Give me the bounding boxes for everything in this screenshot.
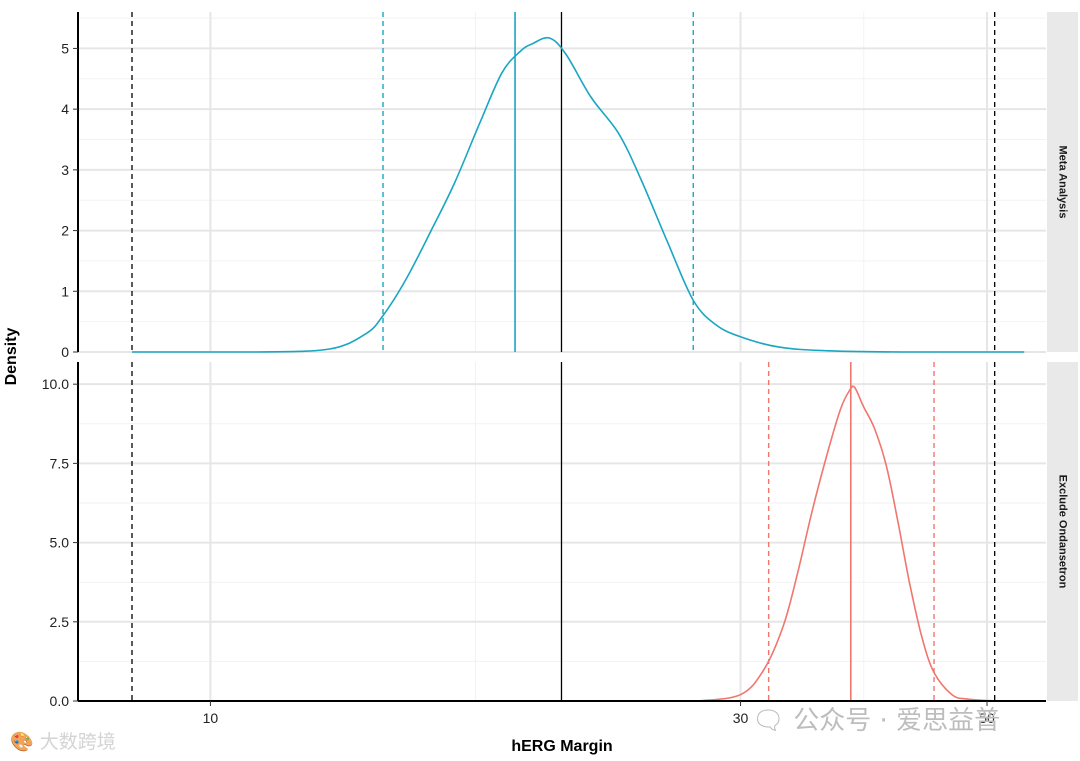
x-tick-label: 10: [203, 710, 219, 726]
watermark-right: 🗨 公众号 · 爱思益普: [752, 706, 1001, 736]
y-tick-label: 5: [61, 40, 69, 56]
y-axis-title: Density: [3, 328, 20, 386]
reference-lines: [131, 12, 996, 701]
y-tick-label: 0: [61, 344, 69, 360]
watermark-left: 🎨 大数跨境: [10, 731, 116, 753]
x-tick-label: 30: [733, 710, 749, 726]
density-curve: [698, 385, 1016, 702]
density-curve: [131, 36, 1025, 353]
x-tick-label: 50: [979, 710, 995, 726]
y-tick-label: 2: [61, 223, 69, 239]
y-tick-label: 3: [61, 162, 69, 178]
y-tick-label: 5.0: [50, 535, 70, 551]
facet-strip: [1047, 12, 1078, 352]
facet-strip-label: Exclude Ondansetron: [1057, 475, 1069, 589]
y-tick-label: 2.5: [50, 614, 70, 630]
y-tick-label: 7.5: [50, 455, 70, 471]
axes: [73, 12, 1046, 706]
x-axis-title: hERG Margin: [511, 738, 612, 755]
axis-labels: 0 1 2 3 4 5 0.0 2.5 5.0 7.5 10.0 10 30 50 hERG Margin D…: [3, 40, 995, 755]
y-tick-label: 4: [61, 101, 69, 117]
facet-strips: Meta Analysis Exclude Ondansetron: [1047, 12, 1078, 701]
facet-strip: [1047, 362, 1078, 701]
facet-strip-label: Meta Analysis: [1057, 146, 1069, 219]
density-curves: [131, 36, 1025, 702]
y-tick-label: 0.0: [50, 693, 70, 709]
y-tick-label: 10.0: [42, 376, 69, 392]
y-tick-label: 1: [61, 283, 69, 299]
